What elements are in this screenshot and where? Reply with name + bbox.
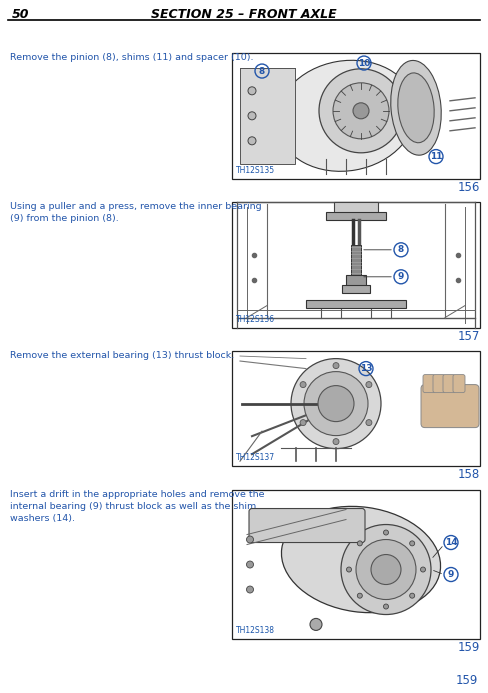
Text: 8: 8 (259, 67, 265, 76)
FancyBboxPatch shape (433, 375, 445, 393)
Circle shape (421, 567, 426, 572)
Text: 13: 13 (360, 364, 372, 373)
Circle shape (318, 385, 354, 421)
Text: Remove the external bearing (13) thrust block.: Remove the external bearing (13) thrust … (10, 351, 234, 360)
Circle shape (291, 358, 381, 448)
Circle shape (356, 540, 416, 599)
Text: 159: 159 (456, 674, 478, 687)
Circle shape (300, 382, 306, 387)
Bar (232, 351, 480, 466)
Circle shape (310, 618, 322, 631)
Circle shape (384, 604, 388, 609)
Text: 9: 9 (448, 570, 454, 579)
Circle shape (366, 419, 372, 426)
Bar (232, 53, 480, 179)
FancyBboxPatch shape (421, 385, 479, 428)
Text: Using a puller and a press, remove the inner bearing
(9) from the pinion (8).: Using a puller and a press, remove the i… (10, 202, 262, 223)
Circle shape (333, 362, 339, 369)
Text: 8: 8 (398, 245, 404, 254)
Circle shape (357, 593, 362, 598)
Bar (334, 202, 378, 214)
Circle shape (248, 112, 256, 120)
Text: 159: 159 (458, 642, 480, 654)
Text: TH12S137: TH12S137 (236, 453, 275, 462)
Text: TH12S138: TH12S138 (236, 626, 275, 635)
Circle shape (409, 593, 415, 598)
Circle shape (384, 530, 388, 535)
FancyBboxPatch shape (453, 375, 465, 393)
Circle shape (409, 541, 415, 546)
Ellipse shape (391, 60, 441, 155)
Bar (351, 245, 361, 275)
Text: Insert a drift in the appropriate holes and remove the
internal bearing (9) thru: Insert a drift in the appropriate holes … (10, 490, 264, 523)
Circle shape (304, 371, 368, 436)
Circle shape (248, 87, 256, 95)
Text: Remove the pinion (8), shims (11) and spacer (10).: Remove the pinion (8), shims (11) and sp… (10, 53, 253, 62)
FancyBboxPatch shape (443, 375, 455, 393)
Text: 158: 158 (458, 468, 480, 481)
FancyBboxPatch shape (240, 68, 295, 164)
Bar (306, 299, 406, 308)
Circle shape (371, 554, 401, 584)
Text: 10: 10 (358, 58, 370, 67)
Circle shape (319, 69, 403, 153)
Circle shape (346, 567, 351, 572)
Text: SECTION 25 – FRONT AXLE: SECTION 25 – FRONT AXLE (151, 8, 337, 21)
Circle shape (246, 536, 253, 543)
Bar (342, 285, 370, 293)
Circle shape (300, 419, 306, 426)
FancyBboxPatch shape (249, 509, 365, 543)
FancyBboxPatch shape (423, 375, 435, 393)
Circle shape (333, 439, 339, 445)
Circle shape (248, 137, 256, 145)
Text: 11: 11 (430, 152, 442, 161)
Ellipse shape (276, 60, 416, 171)
Text: 156: 156 (458, 181, 480, 193)
Circle shape (333, 82, 389, 139)
Ellipse shape (398, 73, 434, 143)
Circle shape (341, 525, 431, 615)
Text: 9: 9 (398, 272, 404, 281)
Bar (326, 212, 386, 220)
Bar (346, 275, 366, 287)
Bar (232, 490, 480, 640)
Text: 50: 50 (12, 8, 29, 21)
Circle shape (357, 541, 362, 546)
Text: 157: 157 (458, 330, 480, 342)
Text: TH12S135: TH12S135 (236, 166, 275, 175)
Circle shape (246, 586, 253, 593)
Circle shape (246, 561, 253, 568)
Text: TH12S136: TH12S136 (236, 315, 275, 324)
Text: 14: 14 (445, 538, 457, 547)
Ellipse shape (282, 507, 441, 613)
Bar (232, 202, 480, 328)
Circle shape (353, 103, 369, 119)
Circle shape (366, 382, 372, 387)
